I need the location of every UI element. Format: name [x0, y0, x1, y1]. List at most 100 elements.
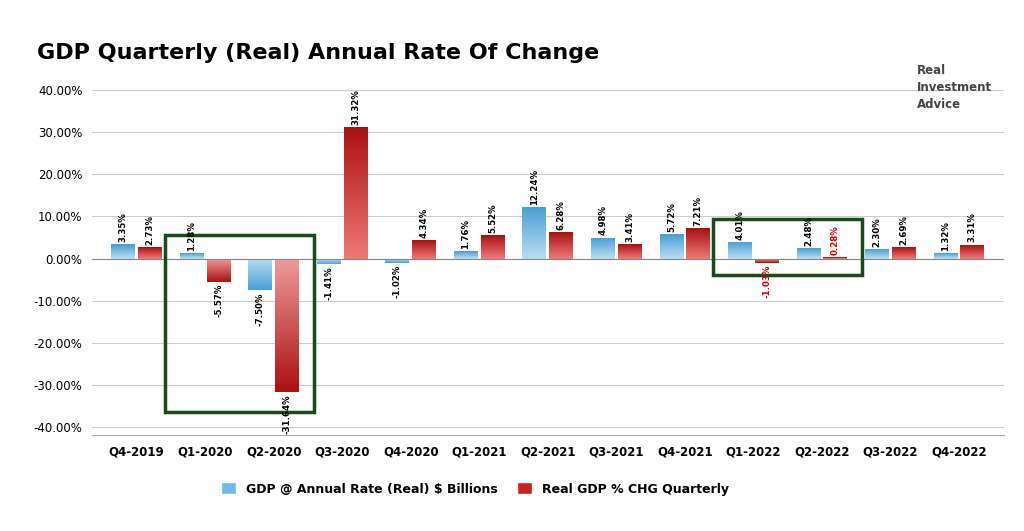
Bar: [686, 228, 711, 229]
Bar: [275, 267, 299, 269]
Bar: [522, 241, 547, 242]
Bar: [275, 347, 299, 349]
Bar: [344, 140, 368, 142]
Bar: [275, 355, 299, 357]
Bar: [275, 320, 299, 322]
Bar: [686, 231, 711, 232]
Bar: [522, 222, 547, 224]
Bar: [686, 232, 711, 233]
Bar: [686, 236, 711, 237]
Text: Real
Investment
Advice: Real Investment Advice: [916, 64, 991, 111]
Bar: [344, 153, 368, 156]
Bar: [249, 286, 272, 287]
Bar: [686, 237, 711, 238]
Bar: [522, 215, 547, 216]
Bar: [275, 269, 299, 272]
Bar: [522, 232, 547, 233]
Bar: [686, 255, 711, 256]
Bar: [522, 229, 547, 230]
Bar: [686, 252, 711, 253]
Bar: [275, 363, 299, 365]
Bar: [275, 282, 299, 285]
Bar: [686, 258, 711, 259]
Bar: [522, 254, 547, 255]
Text: 1.32%: 1.32%: [941, 221, 950, 251]
Bar: [522, 237, 547, 238]
Bar: [275, 328, 299, 330]
Bar: [275, 368, 299, 371]
Text: -31.64%: -31.64%: [283, 394, 292, 433]
Bar: [522, 245, 547, 246]
Bar: [249, 261, 272, 262]
Bar: [344, 182, 368, 185]
Bar: [275, 312, 299, 314]
Text: -7.50%: -7.50%: [256, 292, 265, 326]
Bar: [249, 287, 272, 288]
Bar: [522, 208, 547, 209]
Text: -1.41%: -1.41%: [325, 267, 334, 300]
Bar: [522, 247, 547, 248]
Bar: [522, 214, 547, 215]
Bar: [522, 250, 547, 251]
Text: 1.76%: 1.76%: [462, 219, 470, 249]
Text: 4.98%: 4.98%: [598, 205, 607, 235]
Bar: [686, 243, 711, 244]
Bar: [249, 284, 272, 285]
Bar: [686, 229, 711, 230]
Bar: [522, 221, 547, 222]
Bar: [249, 270, 272, 271]
Bar: [344, 166, 368, 169]
Bar: [344, 145, 368, 148]
Text: -1.03%: -1.03%: [762, 265, 771, 298]
Text: 3.31%: 3.31%: [968, 212, 977, 243]
Bar: [522, 224, 547, 225]
Bar: [344, 219, 368, 221]
Bar: [522, 209, 547, 210]
Bar: [249, 280, 272, 281]
Bar: [275, 325, 299, 328]
Text: 2.48%: 2.48%: [804, 216, 813, 246]
Text: 0.28%: 0.28%: [830, 226, 840, 255]
Bar: [344, 213, 368, 216]
Text: -1.02%: -1.02%: [393, 265, 402, 298]
Bar: [275, 296, 299, 298]
Bar: [165, 235, 314, 412]
Bar: [275, 293, 299, 296]
Bar: [686, 251, 711, 252]
Bar: [344, 137, 368, 140]
Bar: [344, 164, 368, 166]
Bar: [275, 341, 299, 344]
Bar: [344, 142, 368, 145]
Bar: [522, 255, 547, 256]
Bar: [275, 360, 299, 363]
Bar: [686, 250, 711, 251]
Bar: [522, 225, 547, 226]
Bar: [522, 253, 547, 254]
Bar: [249, 267, 272, 268]
Bar: [249, 263, 272, 264]
Bar: [275, 357, 299, 360]
Bar: [344, 177, 368, 179]
Bar: [344, 251, 368, 253]
Text: 5.52%: 5.52%: [488, 203, 498, 233]
Bar: [522, 216, 547, 217]
Bar: [344, 195, 368, 198]
Bar: [275, 280, 299, 282]
Text: 4.01%: 4.01%: [735, 210, 744, 239]
Bar: [522, 211, 547, 212]
Text: 2.30%: 2.30%: [872, 217, 882, 247]
Bar: [344, 161, 368, 164]
Bar: [344, 221, 368, 224]
Bar: [275, 349, 299, 352]
Bar: [522, 227, 547, 228]
Bar: [249, 276, 272, 277]
Bar: [275, 301, 299, 304]
Text: 12.24%: 12.24%: [530, 169, 539, 205]
Bar: [522, 210, 547, 211]
Bar: [522, 236, 547, 237]
Bar: [249, 259, 272, 260]
Bar: [522, 228, 547, 229]
Bar: [522, 230, 547, 232]
Bar: [275, 344, 299, 347]
Bar: [522, 220, 547, 221]
